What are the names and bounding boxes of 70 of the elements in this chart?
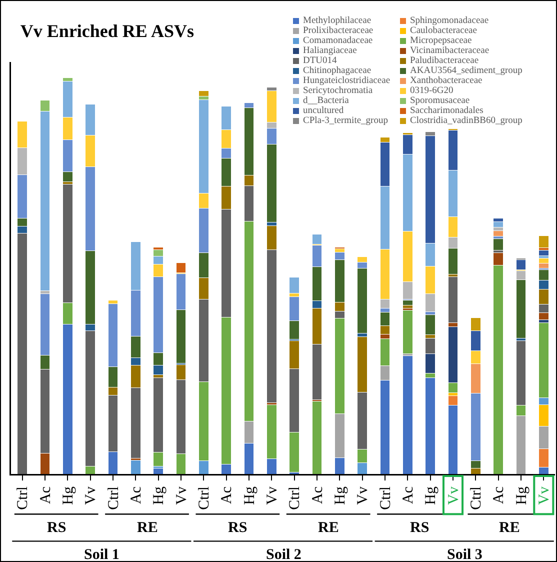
- legend-label: Chitinophagaceae: [303, 66, 372, 76]
- x-tick-label: Vv: [264, 486, 281, 505]
- x-tick-label: Hg: [514, 486, 530, 505]
- x-tick-label: Ctrl: [196, 486, 213, 510]
- legend-label: 0319-6G20: [410, 86, 454, 96]
- x-tick-label: Ac: [491, 486, 508, 504]
- bar: [198, 90, 209, 96]
- legend-label: AKAU3564_sediment_group: [410, 66, 522, 76]
- chart-title: Vv Enriched RE ASVs: [20, 20, 194, 41]
- x-tick-label: Ac: [400, 486, 417, 504]
- bar: [425, 314, 436, 336]
- x-tick-label: Ctrl: [378, 486, 394, 510]
- text: RE: [499, 520, 520, 536]
- legend-label: DTU014: [303, 56, 337, 66]
- x-tick-label: Vv: [536, 486, 553, 505]
- x-tick-label: Vv: [83, 486, 100, 505]
- legend-label: uncultured: [303, 106, 344, 116]
- x-tick-label: Ctrl: [468, 486, 485, 510]
- bar: [448, 276, 458, 323]
- legend-label: Sphingomonadaceae: [410, 16, 489, 26]
- legend-label: CPla-3_termite_group: [303, 116, 388, 126]
- x-tick-label: Vv: [174, 486, 190, 505]
- legend-label: Micropepsaceae: [410, 36, 472, 46]
- x-tick-label: Ac: [38, 486, 54, 504]
- x-tick-label: Hg: [151, 486, 168, 505]
- legend-label: Sericytochromatia: [303, 86, 373, 96]
- x-tick-label: Ctrl: [106, 486, 122, 510]
- bar: [402, 304, 413, 308]
- bar: [493, 238, 504, 250]
- legend-label: Methylophilaceae: [303, 16, 372, 26]
- bar: [538, 236, 549, 248]
- x-tick-label: Ac: [219, 486, 236, 504]
- legend-label: Haliangiaceae: [303, 46, 357, 56]
- x-tick-label: Ac: [310, 486, 326, 504]
- bar: [153, 468, 164, 474]
- text: Soil 3: [447, 547, 482, 562]
- text: Soil 1: [84, 547, 120, 562]
- text: Soil 2: [266, 547, 302, 562]
- bar: [289, 276, 300, 294]
- legend-label: Paludibacteraceae: [410, 56, 479, 66]
- x-tick-label: Hg: [423, 486, 440, 505]
- legend-label: Prolixibacteraceae: [303, 26, 374, 36]
- legend-label: Vicinamibacteraceae: [410, 46, 490, 56]
- text: RS: [228, 520, 248, 536]
- x-tick-label: Hg: [60, 486, 77, 505]
- text: RS: [410, 520, 430, 536]
- legend-label: Xanthobacteraceae: [410, 76, 482, 86]
- legend-label: Caulobacteraceae: [410, 26, 477, 36]
- bar: [130, 460, 141, 474]
- bar: [493, 230, 504, 237]
- x-tick-label: Vv: [355, 486, 372, 505]
- legend-label: Comamonadaceae: [303, 36, 373, 46]
- x-tick-label: Ctrl: [15, 486, 32, 510]
- legend-label: d__Bacteria: [303, 96, 349, 106]
- x-tick-label: Hg: [242, 486, 258, 505]
- legend-label: Hungateiclostridiaceae: [303, 76, 390, 86]
- bar: [538, 250, 549, 256]
- x-tick-label: Ac: [128, 486, 145, 504]
- text: RS: [47, 520, 66, 536]
- legend-label: Sporomusaceae: [410, 96, 470, 106]
- text: RE: [318, 520, 339, 536]
- x-tick-label: Ctrl: [287, 486, 304, 510]
- legend-label: Saccharimonadales: [410, 106, 484, 116]
- bar: [538, 263, 549, 268]
- legend-label: Clostridia_vadinBB60_group: [410, 116, 522, 126]
- x-tick-label: Vv: [446, 486, 462, 505]
- bar: [493, 221, 504, 228]
- x-tick-label: Hg: [332, 486, 349, 505]
- bar: [425, 377, 436, 474]
- text: RE: [137, 520, 158, 536]
